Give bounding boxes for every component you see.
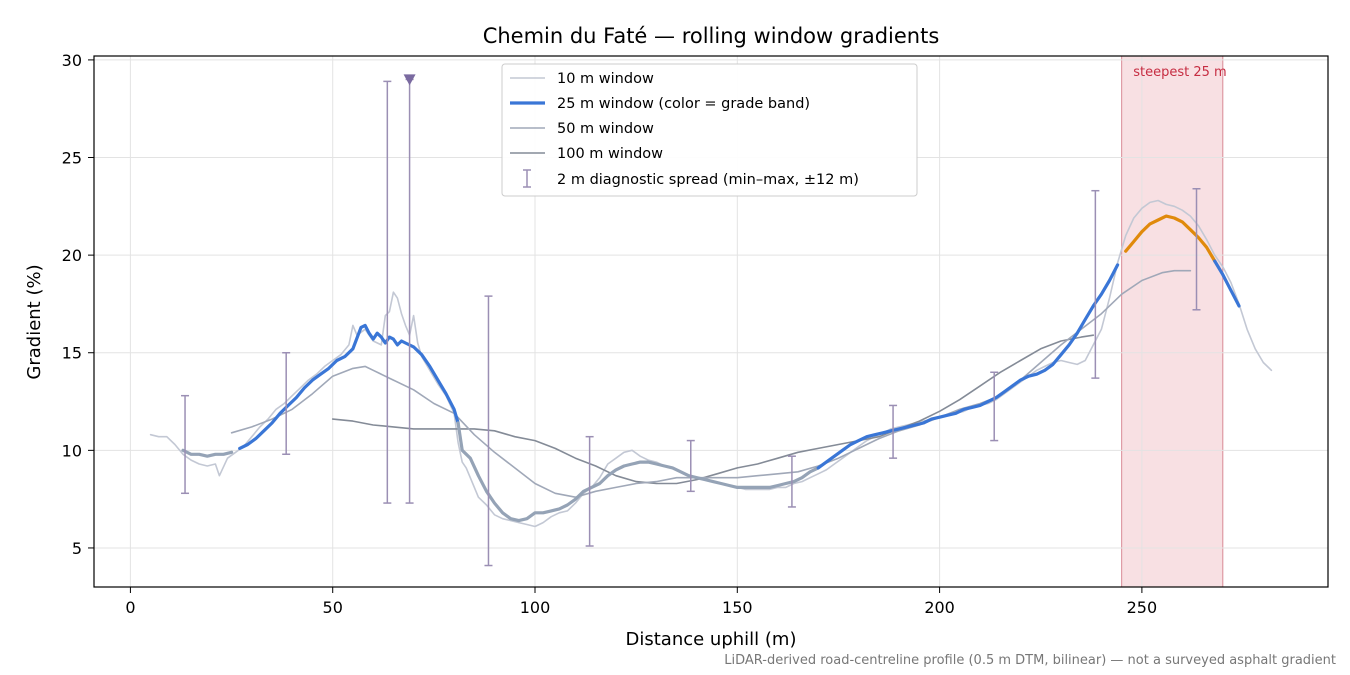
errorbar-layer (181, 78, 1201, 567)
errorbar (282, 351, 291, 455)
x-tick-label: 150 (722, 598, 753, 617)
series-line-w25-segment-1 (238, 323, 460, 450)
legend: 10 m window 25 m window (color = grade b… (501, 63, 918, 197)
highlight-band-layer (1121, 55, 1224, 588)
chart-title: Chemin du Faté — rolling window gradient… (483, 24, 940, 48)
series-line-w25-segment-3 (816, 263, 1120, 470)
legend-swatch-errorbar (523, 169, 531, 188)
plot-frame (93, 55, 1329, 588)
y-axis-ticks: 5 10 15 20 25 30 (62, 51, 94, 558)
x-axis-title: Distance uphill (m) (626, 629, 797, 650)
errorbar (889, 404, 898, 459)
grid-layer (94, 56, 1328, 587)
x-tick-label: 0 (125, 598, 135, 617)
series-layer (149, 199, 1273, 528)
legend-label-errorbar: 2 m diagnostic spread (min–max, ±12 m) (557, 172, 859, 188)
legend-label-50m: 50 m window (557, 121, 654, 137)
legend-label-25m: 25 m window (color = grade band) (557, 96, 810, 112)
series-line-w25-segment-4 (1124, 214, 1217, 263)
plot-area (94, 55, 1328, 588)
errorbar (405, 78, 414, 504)
y-tick-label: 20 (62, 246, 82, 265)
series-line-w25-segment-0 (181, 448, 234, 458)
x-tick-label: 250 (1127, 598, 1158, 617)
errorbar (484, 295, 493, 567)
series-line-w50 (230, 269, 1192, 498)
errorbar (686, 439, 695, 493)
legend-label-10m: 10 m window (557, 71, 654, 87)
marker-layer (403, 74, 416, 86)
x-tick-label: 50 (323, 598, 343, 617)
errorbar (1192, 188, 1201, 311)
y-tick-label: 30 (62, 51, 82, 70)
legend-box (501, 63, 918, 197)
series-line-w100 (331, 334, 1095, 485)
x-tick-label: 200 (924, 598, 955, 617)
series-line-w25-segment-5 (1213, 259, 1241, 308)
errorbar (383, 80, 392, 504)
errorbar (1091, 189, 1100, 379)
errorbar (585, 435, 594, 547)
x-axis-ticks: 0 50 100 150 200 250 (125, 587, 1157, 617)
series-line-w25-segment-2 (456, 421, 820, 523)
x-tick-label: 100 (520, 598, 551, 617)
highlight-band-steepest (1121, 55, 1224, 588)
highlight-band-label: steepest 25 m (1133, 65, 1226, 80)
y-tick-label: 10 (62, 441, 82, 460)
clip-marker-triangle (403, 74, 416, 86)
legend-label-100m: 100 m window (557, 146, 663, 162)
errorbar (181, 394, 190, 495)
y-axis-title: Gradient (%) (24, 264, 45, 379)
y-tick-label: 25 (62, 149, 82, 168)
errorbar (990, 371, 999, 442)
y-tick-label: 15 (62, 344, 82, 363)
errorbar (787, 455, 796, 508)
footnote: LiDAR-derived road-centreline profile (0… (724, 653, 1336, 668)
y-tick-label: 5 (72, 539, 82, 558)
